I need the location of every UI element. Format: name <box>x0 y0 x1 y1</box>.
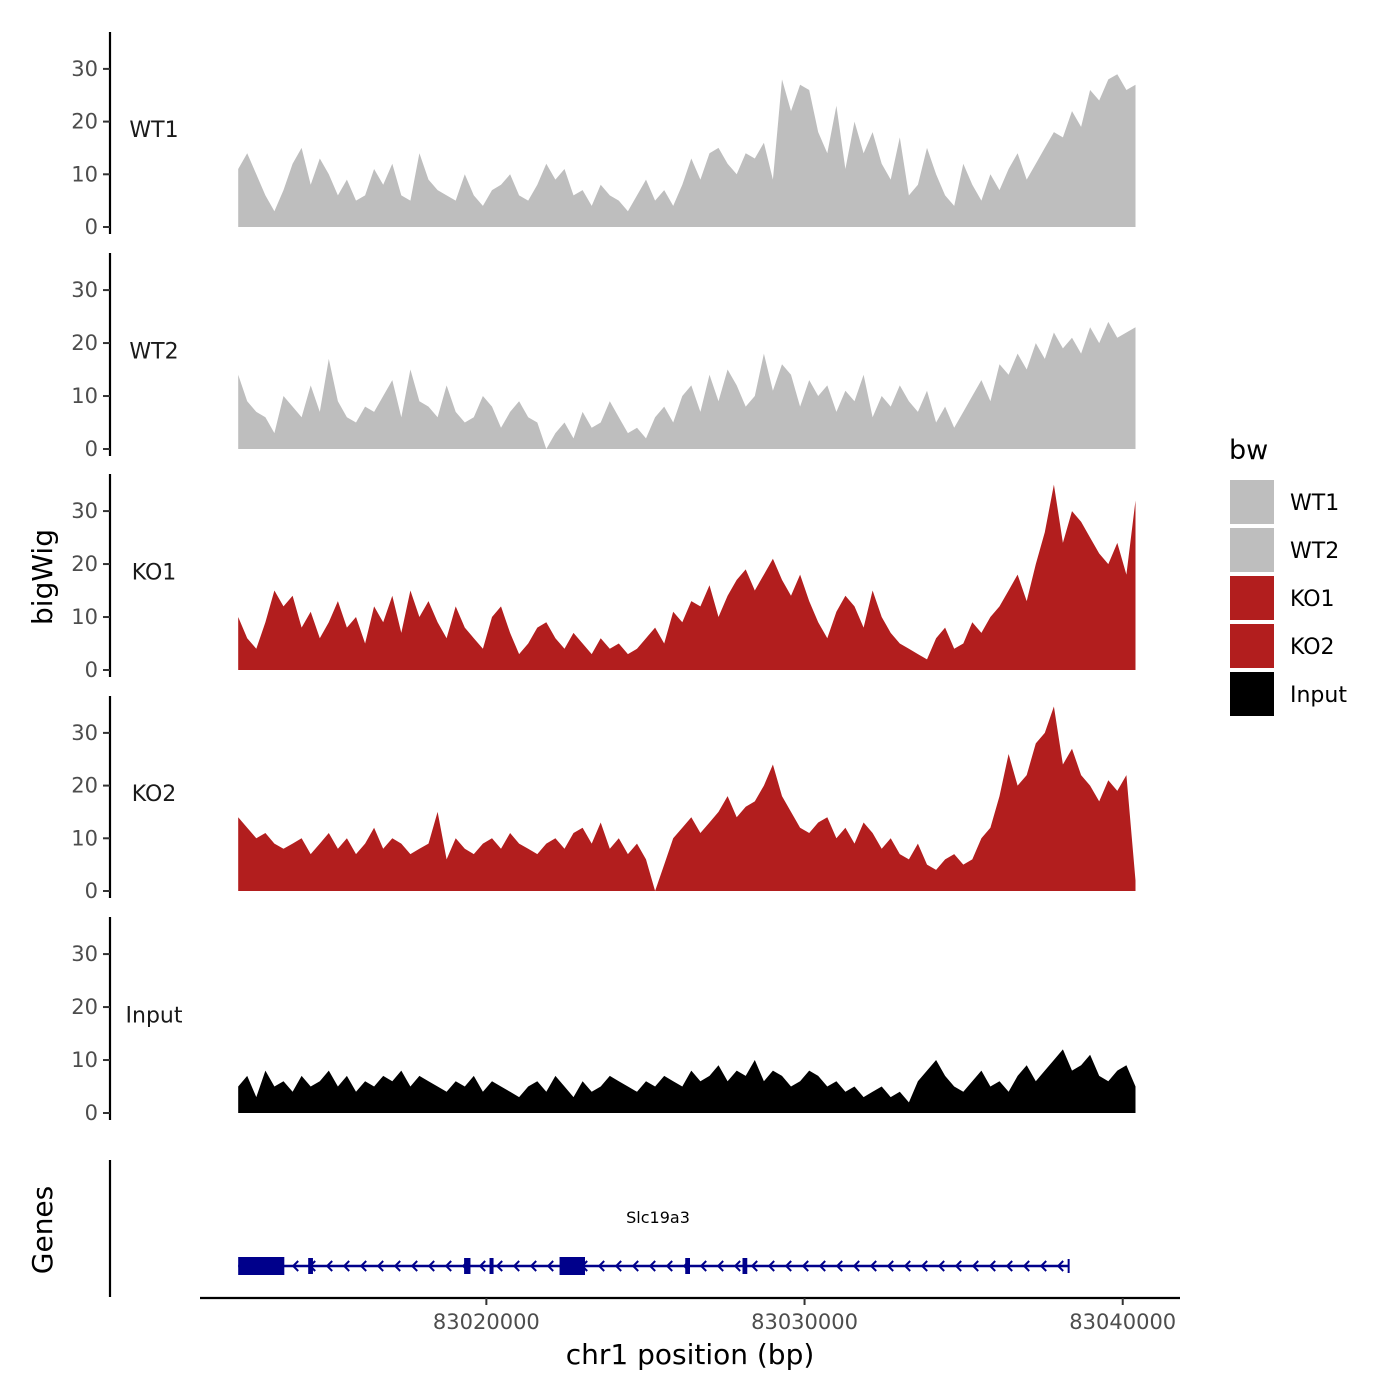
strand-arrow-icon <box>716 1260 724 1272</box>
strand-arrow-icon <box>376 1260 384 1272</box>
legend-key-ko1 <box>1230 576 1274 620</box>
y-tick-label-wt1-20: 20 <box>71 110 98 134</box>
gene-exon-5 <box>559 1257 585 1275</box>
area-series-wt2 <box>238 321 1136 449</box>
strand-arrow-icon <box>801 1260 809 1272</box>
legend-title: bw <box>1229 435 1268 466</box>
strand-arrow-icon <box>835 1260 843 1272</box>
y-tick-label-wt2-30: 30 <box>71 278 98 302</box>
strand-arrow-icon <box>648 1260 656 1272</box>
x-axis-title: chr1 position (bp) <box>566 1338 815 1371</box>
strand-arrow-icon <box>410 1260 418 1272</box>
legend-key-input <box>1230 672 1274 716</box>
gene-exon-2 <box>308 1258 313 1274</box>
strand-arrow-icon <box>954 1260 962 1272</box>
y-tick-label-wt2-10: 10 <box>71 384 98 408</box>
strand-arrow-icon <box>665 1260 673 1272</box>
y-tick-label-input-10: 10 <box>71 1048 98 1072</box>
gene-exon-6 <box>685 1258 690 1274</box>
track-label-wt1: WT1 <box>129 118 178 143</box>
strand-arrow-icon <box>512 1260 520 1272</box>
strand-arrow-icon <box>988 1260 996 1272</box>
strand-arrow-icon <box>886 1260 894 1272</box>
strand-arrow-icon <box>784 1260 792 1272</box>
y-tick-label-wt2-20: 20 <box>71 331 98 355</box>
strand-arrow-icon <box>529 1260 537 1272</box>
x-tick-label-83030000: 83030000 <box>751 1310 858 1334</box>
strand-arrow-icon <box>750 1260 758 1272</box>
y-tick-label-wt1-0: 0 <box>85 215 98 239</box>
genes-axis-title: Genes <box>26 1186 59 1274</box>
strand-arrow-icon <box>971 1260 979 1272</box>
area-series-wt1 <box>238 74 1136 227</box>
strand-arrow-icon <box>393 1260 401 1272</box>
x-tick-label-83020000: 83020000 <box>433 1310 540 1334</box>
gene-name-label: Slc19a3 <box>626 1208 690 1227</box>
strand-arrow-icon <box>869 1260 877 1272</box>
area-series-ko1 <box>238 484 1136 670</box>
strand-arrow-icon <box>444 1260 452 1272</box>
legend-label-wt1: WT1 <box>1290 491 1339 516</box>
gene-exon-7 <box>742 1258 748 1274</box>
area-series-input <box>238 1049 1136 1113</box>
track-label-input: Input <box>126 1004 183 1029</box>
track-label-ko2: KO2 <box>132 782 177 807</box>
y-tick-label-wt2-0: 0 <box>85 437 98 461</box>
strand-arrow-icon <box>614 1260 622 1272</box>
strand-arrow-icon <box>920 1260 928 1272</box>
y-tick-label-ko1-10: 10 <box>71 605 98 629</box>
strand-arrow-icon <box>937 1260 945 1272</box>
legend-label-ko2: KO2 <box>1290 635 1335 660</box>
strand-arrow-icon <box>1005 1260 1013 1272</box>
strand-arrow-icon <box>291 1260 299 1272</box>
y-tick-label-input-30: 30 <box>71 942 98 966</box>
y-tick-label-wt1-10: 10 <box>71 162 98 186</box>
gene-exon-3 <box>464 1258 471 1274</box>
strand-arrow-icon <box>903 1260 911 1272</box>
strand-arrow-icon <box>818 1260 826 1272</box>
track-label-ko1: KO1 <box>132 561 177 586</box>
strand-arrow-icon <box>631 1260 639 1272</box>
legend-label-input: Input <box>1290 683 1347 708</box>
strand-arrow-icon <box>597 1260 605 1272</box>
y-tick-label-ko1-0: 0 <box>85 658 98 682</box>
y-tick-label-ko2-30: 30 <box>71 721 98 745</box>
y-tick-label-ko1-20: 20 <box>71 552 98 576</box>
strand-arrow-icon <box>1039 1260 1047 1272</box>
area-series-ko2 <box>238 706 1136 891</box>
strand-arrow-icon <box>427 1260 435 1272</box>
strand-arrow-icon <box>1056 1260 1064 1272</box>
legend-label-ko1: KO1 <box>1290 587 1335 612</box>
strand-arrow-icon <box>733 1260 741 1272</box>
strand-arrow-icon <box>546 1260 554 1272</box>
y-tick-label-ko2-20: 20 <box>71 774 98 798</box>
strand-arrow-icon <box>342 1260 350 1272</box>
strand-arrow-icon <box>495 1260 503 1272</box>
gene-exon-1 <box>238 1257 285 1275</box>
x-tick-label-83040000: 83040000 <box>1069 1310 1176 1334</box>
strand-arrow-icon <box>325 1260 333 1272</box>
strand-arrow-icon <box>1022 1260 1030 1272</box>
strand-arrow-icon <box>852 1260 860 1272</box>
strand-arrow-icon <box>767 1260 775 1272</box>
legend-key-wt1 <box>1230 480 1274 524</box>
track-label-wt2: WT2 <box>129 340 178 365</box>
y-tick-label-input-20: 20 <box>71 995 98 1019</box>
strand-arrow-icon <box>478 1260 486 1272</box>
strand-arrow-icon <box>699 1260 707 1272</box>
legend-key-wt2 <box>1230 528 1274 572</box>
y-tick-label-ko2-10: 10 <box>71 826 98 850</box>
y-tick-label-ko1-30: 30 <box>71 499 98 523</box>
y-tick-label-ko2-0: 0 <box>85 879 98 903</box>
gene-exon-4 <box>489 1258 494 1274</box>
y-tick-label-input-0: 0 <box>85 1101 98 1125</box>
strand-arrow-icon <box>359 1260 367 1272</box>
y-axis-title: bigWig <box>26 529 59 625</box>
y-tick-label-wt1-30: 30 <box>71 57 98 81</box>
legend-label-wt2: WT2 <box>1290 539 1339 564</box>
legend-key-ko2 <box>1230 624 1274 668</box>
